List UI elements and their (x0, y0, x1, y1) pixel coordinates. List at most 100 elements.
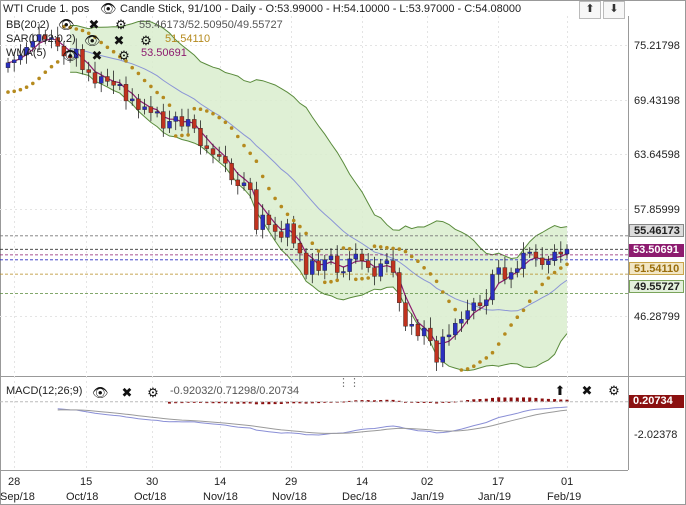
candle (86, 69, 91, 73)
sar-dot (223, 120, 228, 125)
sar-dot (490, 350, 495, 355)
sar-dot (136, 71, 141, 76)
sar-eye-icon[interactable]: 👁 (84, 33, 101, 48)
macd-bar (546, 398, 550, 402)
macd-bar (484, 398, 488, 402)
sar-dot (80, 28, 85, 33)
macd-bar (267, 401, 271, 405)
sar-dot (124, 59, 128, 63)
macd-bar (286, 401, 289, 404)
wma-tag: 53.50691 (629, 244, 684, 257)
candle (11, 59, 17, 64)
candle (477, 302, 483, 306)
sar-close-icon[interactable]: ✖ (113, 33, 125, 48)
candle (216, 154, 222, 157)
macd-bar (273, 401, 277, 405)
sar-dot (31, 81, 35, 86)
candle (98, 76, 104, 84)
panel-resize-handle: ⋮⋮ (338, 377, 360, 389)
sar-dot (441, 290, 445, 294)
candle (173, 116, 178, 122)
sar-dots (6, 24, 569, 372)
sar-dot (205, 109, 209, 113)
symbol-title: WTI Crude 1. pos (3, 3, 90, 15)
candle (465, 310, 470, 320)
wma-eye-icon[interactable]: 👁 (62, 48, 79, 63)
sar-dot (472, 364, 476, 369)
candle (43, 34, 48, 40)
y-label-2: 69.43198 (634, 95, 680, 107)
sar-dot (236, 134, 240, 139)
macd-settings-panel-icon[interactable]: ⚙ (608, 383, 620, 398)
macd-arrow-up-icon[interactable]: ⬆ (554, 383, 566, 398)
candle (558, 251, 563, 255)
arrow-up-icon: ⬆ (585, 3, 595, 15)
sar-dot (515, 315, 520, 320)
x-tick-8: 17 (492, 476, 505, 488)
candle (105, 76, 110, 82)
macd-bar (428, 401, 432, 403)
x-month-3: Oct/18 (134, 491, 167, 503)
wma-settings-icon[interactable]: ⚙ (118, 48, 130, 63)
candle (148, 106, 154, 113)
macd-close-panel-icon[interactable]: ✖ (581, 383, 593, 398)
maximize-button[interactable]: ⬆ (579, 1, 601, 19)
macd-bar (168, 401, 171, 404)
x-month-1: Sep/18 (0, 491, 35, 503)
macd-bar (447, 401, 451, 403)
macd-close-icon[interactable]: ✖ (121, 385, 133, 400)
candle (18, 54, 23, 61)
candle (291, 223, 296, 244)
bb-close-icon[interactable]: ✖ (88, 17, 100, 32)
sar-dot (391, 246, 395, 251)
macd-bar (553, 399, 557, 402)
sar-dot (409, 254, 414, 259)
bb-settings-icon[interactable]: ⚙ (115, 17, 127, 32)
sar-dot (503, 332, 507, 336)
candle (390, 260, 396, 273)
candle (378, 263, 383, 277)
sar-dot (167, 103, 172, 107)
sar-settings-icon[interactable]: ⚙ (140, 33, 152, 48)
sar-value: 51.54110 (165, 33, 211, 45)
wma-close-icon[interactable]: ✖ (91, 48, 103, 63)
sar-dot (534, 290, 538, 294)
bb-eye-icon[interactable]: 👁 (58, 17, 75, 32)
macd-bar (435, 401, 439, 404)
sar-dot (180, 133, 184, 138)
sar-dot (192, 106, 197, 111)
macd-bar (242, 401, 246, 404)
eye-icon[interactable]: 👁 (100, 1, 117, 16)
sar-dot (198, 107, 203, 111)
macd-bar (304, 401, 308, 404)
minimize-button[interactable]: ⬇ (603, 1, 625, 19)
sar-dot (484, 356, 489, 360)
sar-dot (360, 276, 364, 281)
sar-dot (55, 60, 60, 64)
sar-dot (291, 218, 296, 223)
sar-dot (465, 367, 470, 371)
macd-bar (180, 401, 184, 404)
macd-bar (354, 400, 358, 402)
macd-settings-icon[interactable]: ⚙ (147, 385, 159, 400)
macd-bar (248, 401, 252, 404)
candle (310, 260, 315, 275)
candle (297, 243, 303, 254)
candle (285, 223, 290, 238)
macd-eye-icon[interactable]: 👁 (92, 385, 109, 400)
sar-dot (62, 24, 66, 29)
sar-dot (155, 90, 159, 95)
macd-tag: 0.20734 (629, 395, 684, 408)
candle (508, 272, 514, 280)
bb-lower-line (70, 71, 568, 372)
sar-dot (403, 249, 408, 254)
candle (111, 81, 116, 86)
candle (533, 251, 539, 259)
x-tick-2: 15 (80, 476, 93, 488)
sar-dot (43, 70, 48, 74)
macd-bar (186, 401, 190, 403)
y-label-4: 57.85999 (634, 204, 680, 216)
wma-label: WMA(5) (6, 47, 47, 59)
